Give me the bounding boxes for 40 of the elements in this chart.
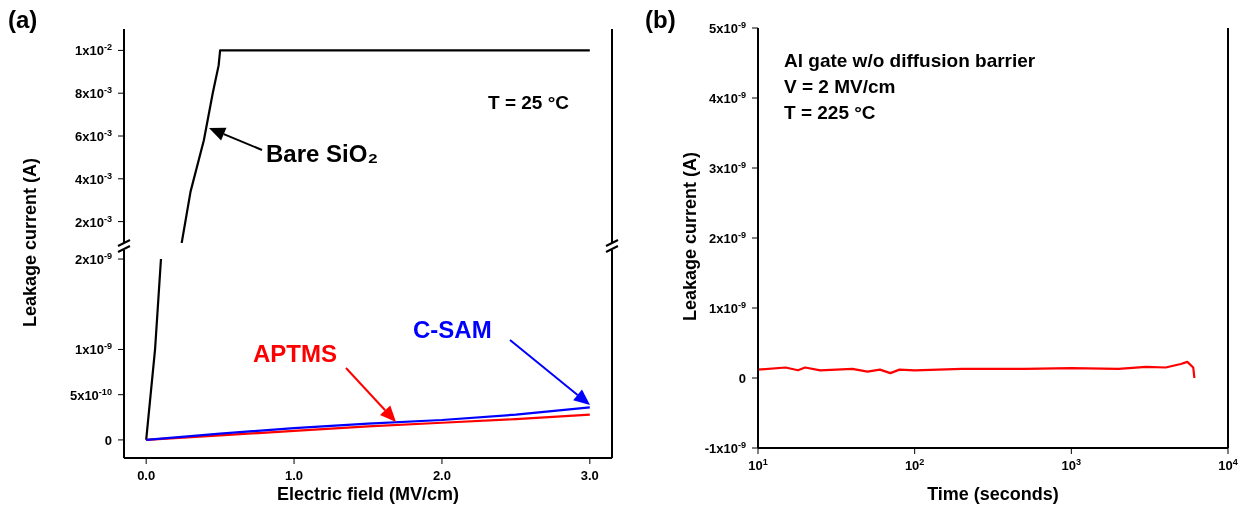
- annotation: T = 225 °C: [784, 102, 876, 124]
- y-tick-label: 8x10$^{-3}$: [74, 85, 112, 102]
- x-tick-label: 10$^{1}$: [748, 457, 768, 473]
- x-axis-title: Electric field (MV/cm): [275, 484, 461, 505]
- x-tick-label: 10$^{3}$: [1061, 457, 1082, 473]
- y-tick-label: 4x10$^{-3}$: [74, 170, 112, 187]
- line-series: [180, 49, 591, 243]
- legend-label: Bare SiO₂: [266, 140, 379, 168]
- x-tick-label: 10$^{2}$: [904, 457, 925, 473]
- x-axis-title: Time (seconds): [926, 484, 1060, 505]
- x-tick-label: 1.0: [285, 468, 304, 483]
- annotation: T = 25 °C: [488, 92, 569, 114]
- text: APTMS: [253, 340, 337, 368]
- y-tick-label: 5x10$^{-10}$: [69, 386, 112, 403]
- y-tick-label: 0: [104, 432, 112, 448]
- y-tick-label: 2x10$^{-9}$: [74, 251, 112, 268]
- y-tick-label: 4x10$^{-9}$: [708, 90, 746, 106]
- x-tick-label: 10$^{4}$: [1218, 457, 1239, 473]
- x-tick-label: 0.0: [137, 468, 156, 483]
- annotation: V = 2 MV/cm: [784, 76, 896, 98]
- chart-title: (a): [8, 6, 38, 34]
- annotation: Al gate w/o diffusion barrier: [784, 50, 1036, 72]
- text: C-SAM: [413, 316, 492, 344]
- y-tick-label: 0: [738, 371, 746, 386]
- line-series: [145, 257, 163, 442]
- y-tick-label: 5x10$^{-9}$: [708, 20, 746, 36]
- y-tick-label: 3x10$^{-9}$: [708, 160, 746, 176]
- y-tick-label: 6x10$^{-3}$: [74, 128, 112, 144]
- y-tick-label: 1x10$^{-9}$: [74, 341, 112, 358]
- x-tick-label: 2.0: [432, 468, 451, 483]
- line-series: [145, 406, 591, 442]
- x-tick-label: 3.0: [580, 468, 599, 483]
- chart-title: (b): [645, 6, 676, 34]
- y-tick-label: 2x10$^{-3}$: [74, 213, 112, 230]
- y-axis-title: Leakage current (A): [19, 156, 41, 330]
- y-tick-label: 2x10$^{-9}$: [708, 230, 746, 246]
- y-tick-label: 1x10$^{-2}$: [74, 42, 112, 59]
- y-tick-label: -1x10$^{-9}$: [704, 440, 746, 456]
- y-axis-title: Leakage current (A): [679, 150, 701, 324]
- y-tick-label: 1x10$^{-9}$: [708, 300, 746, 316]
